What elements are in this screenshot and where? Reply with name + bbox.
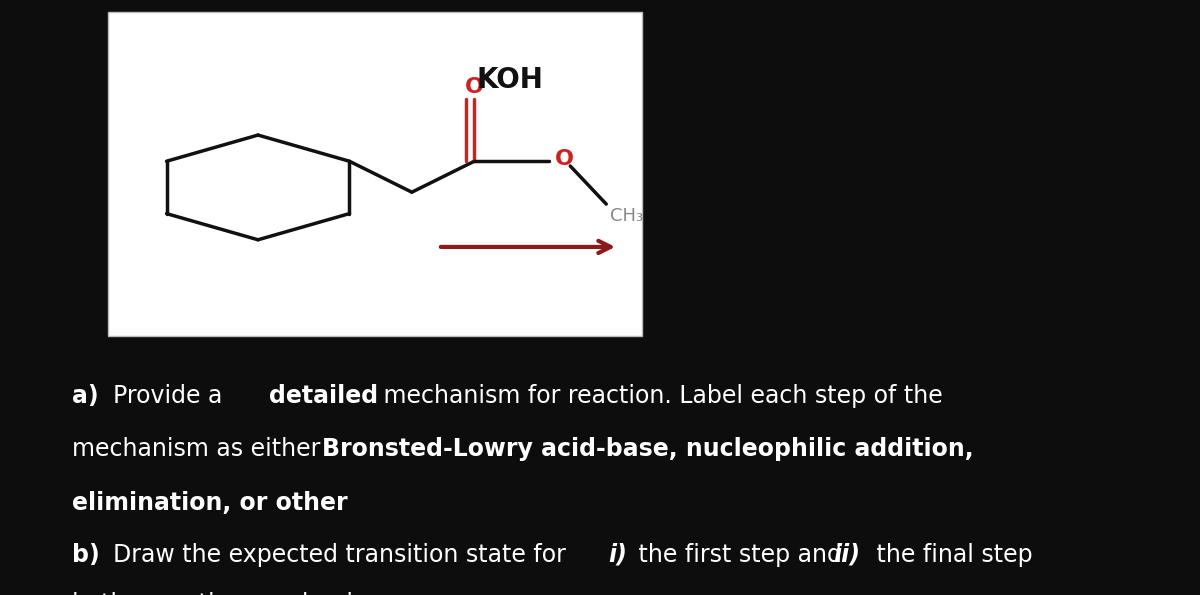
Text: O: O bbox=[554, 149, 574, 170]
Text: in the reaction mechanism.: in the reaction mechanism. bbox=[72, 592, 396, 595]
Text: CH₃: CH₃ bbox=[610, 207, 643, 225]
Text: O: O bbox=[464, 77, 484, 97]
Text: b): b) bbox=[72, 543, 100, 566]
Text: mechanism as either: mechanism as either bbox=[72, 437, 328, 461]
Text: a): a) bbox=[72, 384, 98, 408]
Text: elimination, or other: elimination, or other bbox=[72, 491, 348, 515]
Text: detailed: detailed bbox=[269, 384, 378, 408]
Text: the final step: the final step bbox=[869, 543, 1032, 566]
Text: mechanism for reaction. Label each step of the: mechanism for reaction. Label each step … bbox=[376, 384, 942, 408]
Text: KOH: KOH bbox=[476, 66, 544, 95]
Text: .: . bbox=[326, 491, 334, 515]
Text: ii): ii) bbox=[833, 543, 859, 566]
FancyBboxPatch shape bbox=[108, 12, 642, 336]
Text: the first step and: the first step and bbox=[631, 543, 850, 566]
Text: Draw the expected transition state for: Draw the expected transition state for bbox=[113, 543, 574, 566]
Text: Provide a: Provide a bbox=[113, 384, 229, 408]
Text: Bronsted-Lowry acid-base, nucleophilic addition,: Bronsted-Lowry acid-base, nucleophilic a… bbox=[322, 437, 973, 461]
Text: i): i) bbox=[608, 543, 628, 566]
